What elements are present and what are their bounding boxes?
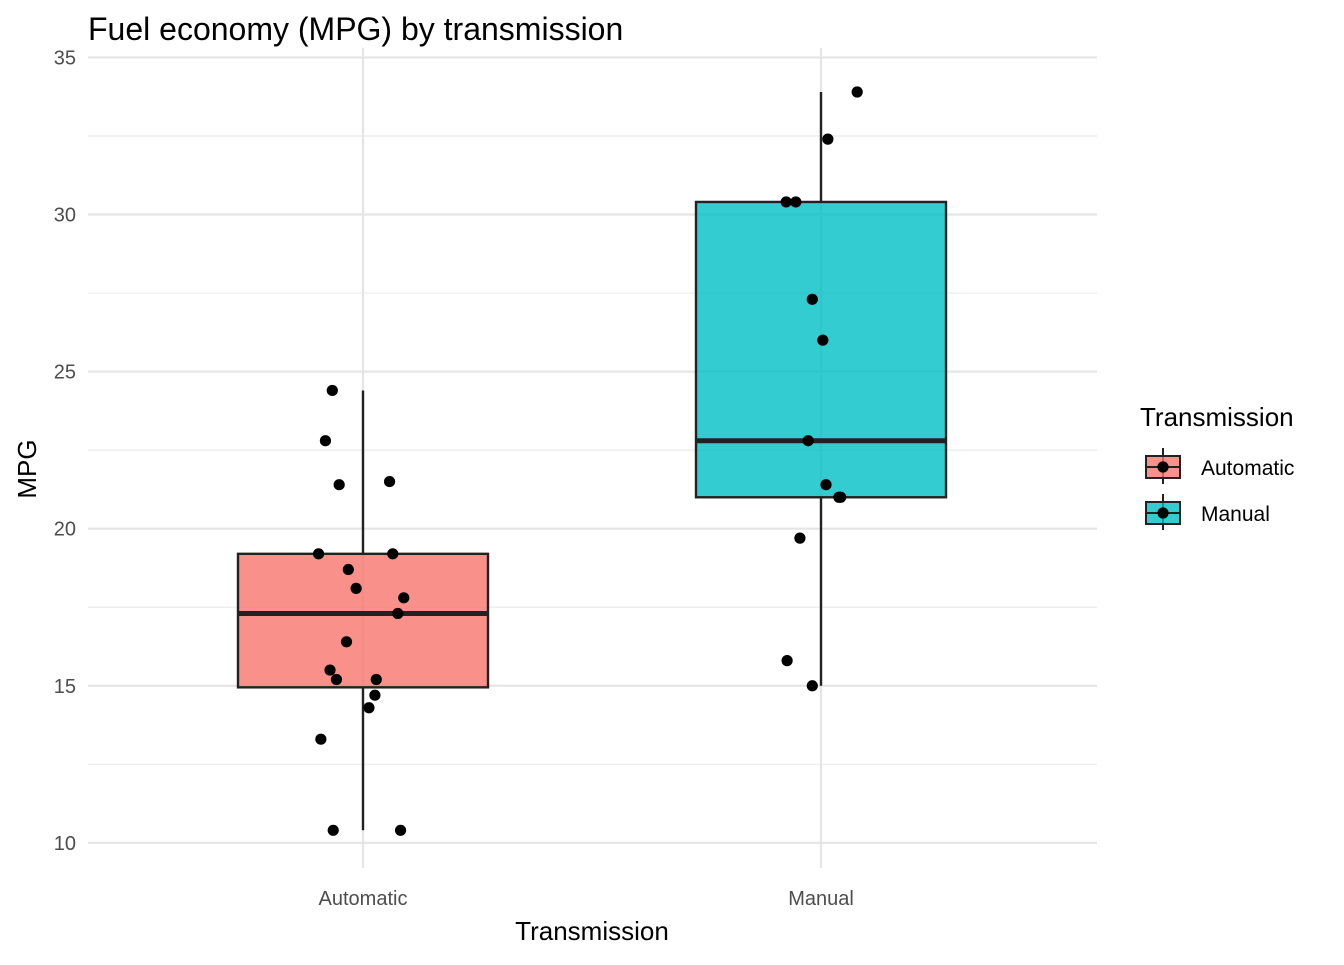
legend-key-point xyxy=(1157,507,1169,519)
data-point xyxy=(806,293,818,305)
data-point xyxy=(806,680,818,692)
data-point xyxy=(794,532,806,544)
data-point xyxy=(790,196,802,208)
iqr-box xyxy=(236,552,490,689)
iqr-box xyxy=(694,200,948,499)
data-point xyxy=(387,548,399,560)
data-point xyxy=(392,607,404,620)
legend-items: Automatic Manual xyxy=(1145,448,1294,530)
data-point xyxy=(835,491,847,503)
data-point xyxy=(369,689,381,701)
data-point xyxy=(333,479,345,491)
data-point xyxy=(370,673,382,686)
legend-label: Automatic xyxy=(1201,457,1294,480)
x-axis-title: Transmission xyxy=(515,916,669,946)
y-tick-label: 15 xyxy=(54,676,76,698)
y-axis-title: MPG xyxy=(12,439,42,498)
data-point xyxy=(780,196,792,208)
legend-title: Transmission xyxy=(1140,402,1294,432)
data-point xyxy=(781,655,793,667)
chart-title: Fuel economy (MPG) by transmission xyxy=(88,11,623,47)
data-point xyxy=(319,435,332,447)
legend-label: Manual xyxy=(1201,503,1270,526)
legend-key-point xyxy=(1157,461,1169,473)
x-tick-label: Manual xyxy=(788,888,854,910)
data-point xyxy=(342,563,354,576)
data-point xyxy=(327,824,339,836)
legend-item-manual: Manual xyxy=(1145,494,1270,530)
legend-item-automatic: Automatic xyxy=(1145,448,1294,484)
boxes-layer xyxy=(236,91,948,831)
x-tick-label: Automatic xyxy=(319,888,408,910)
data-point xyxy=(851,86,863,98)
y-tick-label: 30 xyxy=(54,205,76,227)
data-point xyxy=(340,636,353,648)
y-tick-label: 35 xyxy=(54,47,76,69)
data-point xyxy=(315,733,327,745)
data-point xyxy=(383,475,396,488)
data-point xyxy=(817,334,829,346)
box-manual xyxy=(694,91,948,686)
data-point xyxy=(820,479,832,491)
y-tick-label: 25 xyxy=(54,362,76,384)
data-point xyxy=(330,673,343,686)
data-point xyxy=(324,664,336,676)
data-point xyxy=(363,702,375,714)
axes-layer: 10 15 20 25 30 35 Automatic Manual xyxy=(54,47,854,910)
data-point xyxy=(822,133,834,145)
data-point xyxy=(394,824,407,836)
data-point xyxy=(350,582,362,594)
legend: Transmission Automatic Manual xyxy=(1140,402,1294,530)
y-tick-label: 20 xyxy=(54,519,76,541)
box-automatic xyxy=(236,390,490,831)
data-point xyxy=(326,384,338,397)
data-point xyxy=(398,592,410,604)
data-point xyxy=(802,435,814,447)
points-layer xyxy=(312,86,863,836)
data-point xyxy=(312,548,325,560)
y-tick-label: 10 xyxy=(54,833,76,855)
